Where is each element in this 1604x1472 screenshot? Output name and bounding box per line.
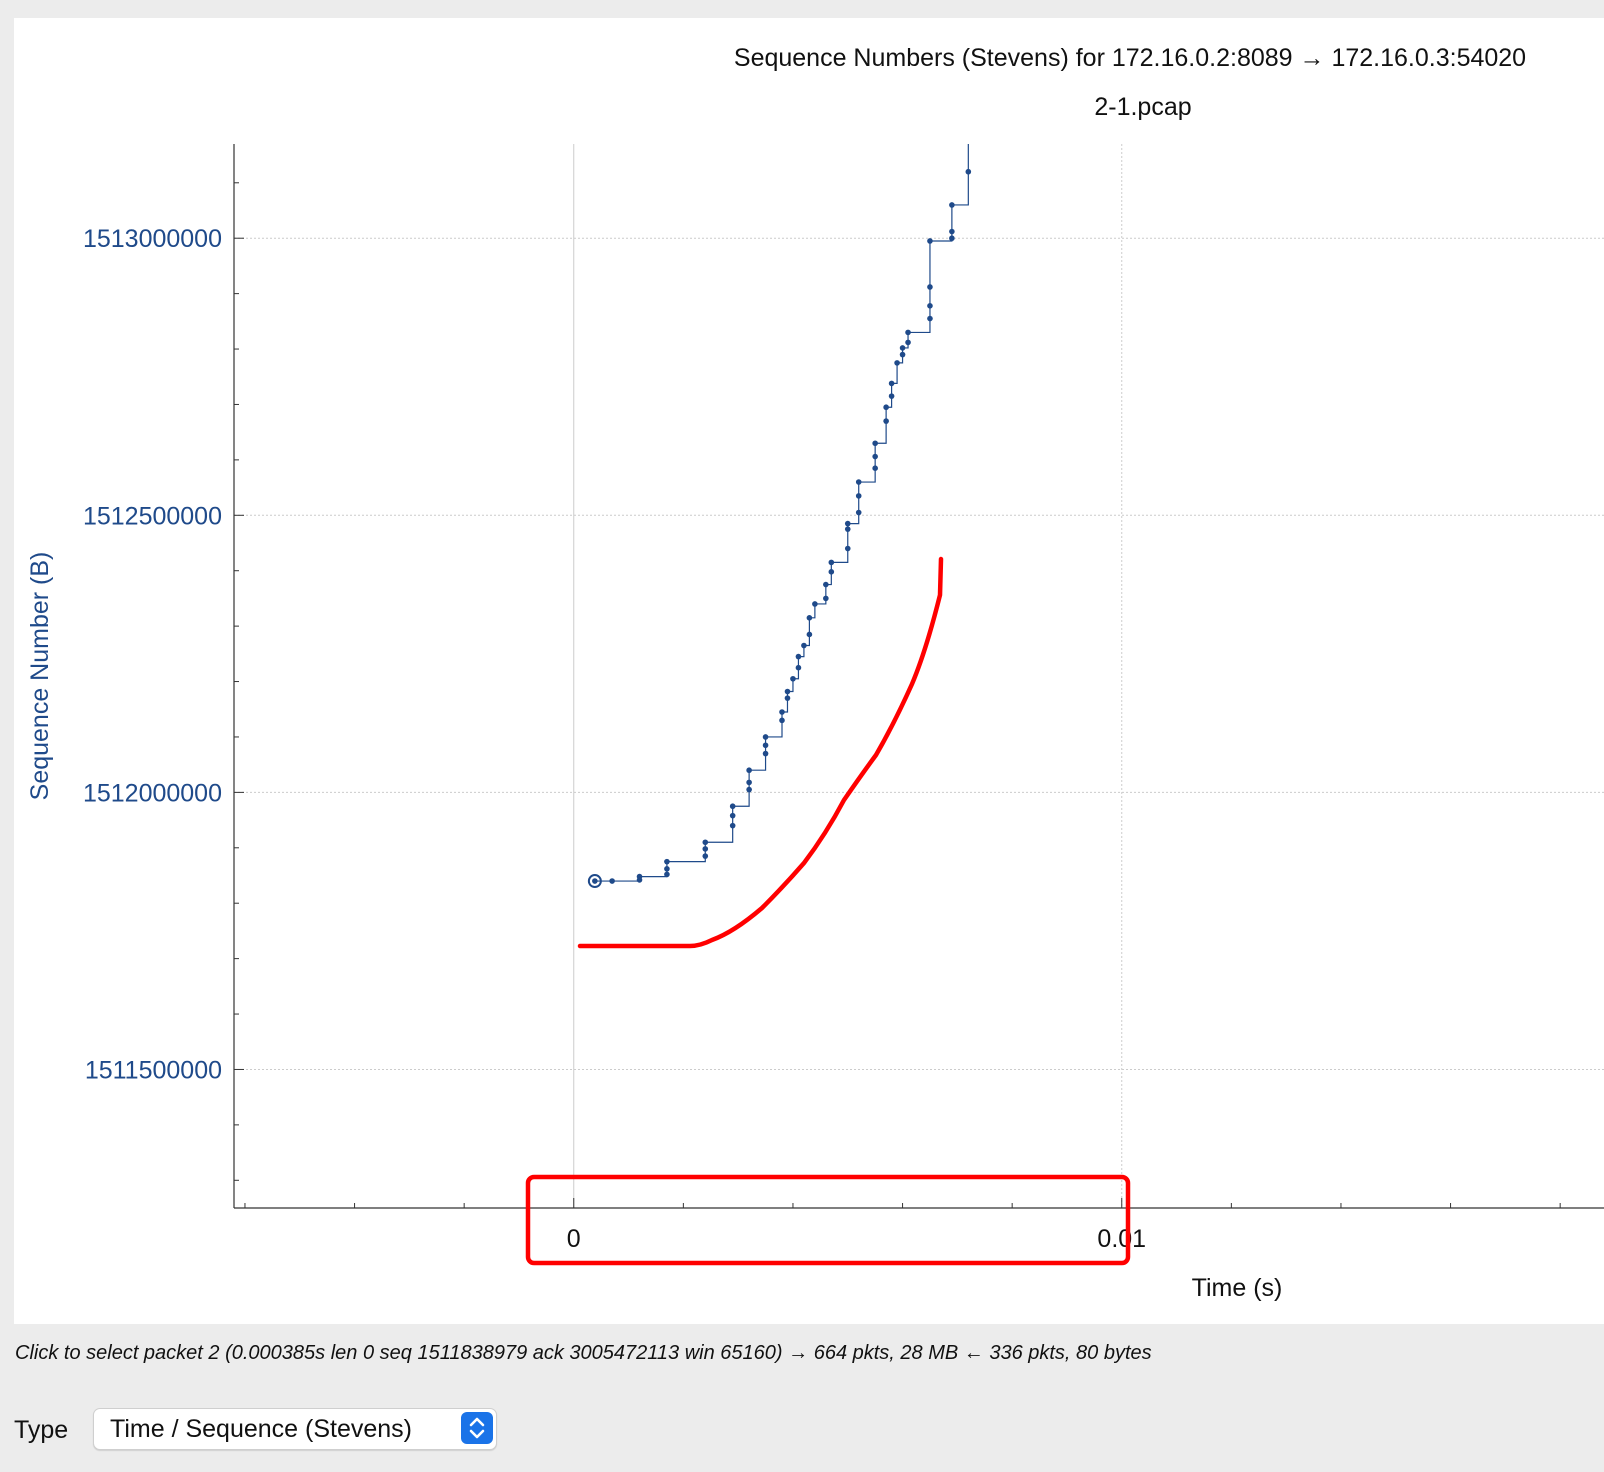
sequence-chart[interactable]: Sequence Numbers (Stevens) for 172.16.0.… — [14, 18, 1604, 1324]
data-point — [949, 235, 955, 242]
data-point — [762, 742, 769, 749]
data-point — [729, 803, 736, 810]
data-point — [949, 228, 955, 235]
data-point — [664, 866, 670, 872]
data-point — [784, 688, 791, 695]
series-step-line — [594, 144, 969, 882]
data-point — [844, 526, 851, 532]
data-point — [592, 878, 598, 884]
chart-subtitle: 2-1.pcap — [1094, 93, 1191, 121]
data-point — [965, 168, 972, 175]
data-point — [927, 303, 933, 309]
x-tick-label: 0.01 — [1097, 1225, 1146, 1253]
data-point — [746, 767, 752, 774]
y-tick-label: 1513000000 — [83, 225, 222, 253]
data-point — [872, 465, 878, 471]
data-point — [855, 509, 862, 516]
data-point — [664, 871, 670, 878]
x-axis-label: Time (s) — [1192, 1274, 1283, 1302]
data-point — [784, 695, 791, 701]
data-point — [899, 345, 906, 351]
data-point — [795, 653, 802, 660]
data-point — [905, 339, 911, 346]
selected-packet-marker — [587, 874, 602, 889]
data-point — [823, 595, 829, 602]
data-point — [702, 853, 709, 859]
data-point — [927, 284, 933, 290]
data-point — [872, 440, 878, 447]
data-point — [855, 479, 862, 485]
data-point — [844, 545, 851, 552]
data-point — [702, 846, 709, 852]
data-point — [949, 202, 955, 208]
annotation-rectangle — [525, 1174, 1131, 1266]
data-point — [801, 642, 807, 649]
data-point — [828, 569, 835, 575]
data-point — [790, 675, 796, 682]
axes: 0 0.01 1511500000 1512000000 1512500000 15130… — [83, 144, 1604, 1253]
data-point — [762, 750, 769, 757]
data-point — [899, 351, 906, 358]
data-point — [609, 878, 615, 884]
data-point — [779, 717, 785, 724]
grid-lines — [234, 144, 1604, 1208]
data-point — [883, 418, 889, 424]
data-point — [823, 581, 829, 588]
data-point — [855, 493, 862, 499]
data-point — [636, 873, 643, 880]
y-tick-label: 1511500000 — [85, 1056, 222, 1084]
data-point — [888, 393, 895, 399]
data-point — [729, 812, 736, 819]
annotation-curve — [577, 556, 944, 949]
series-sequence[interactable] — [587, 144, 972, 889]
data-point — [779, 709, 785, 715]
chart-title: Sequence Numbers (Stevens) for 172.16.0.… — [734, 44, 1526, 72]
data-point — [905, 329, 911, 336]
chevron-up-down-icon[interactable] — [461, 1412, 493, 1444]
plot-panel[interactable]: Sequence Numbers (Stevens) for 172.16.0.… — [14, 18, 1604, 1324]
data-point — [746, 786, 752, 793]
type-select[interactable]: Time / Sequence (Stevens) — [93, 1408, 497, 1450]
annotation-layer — [525, 556, 1131, 1266]
data-point — [888, 380, 895, 387]
data-point — [795, 664, 802, 671]
data-point — [806, 631, 813, 638]
y-tick-label: 1512000000 — [83, 779, 222, 807]
data-point — [806, 615, 813, 621]
data-point — [927, 315, 933, 322]
data-point — [812, 601, 818, 607]
data-point — [927, 238, 933, 244]
data-point — [746, 779, 752, 786]
data-point — [729, 822, 736, 829]
y-axis-label: Sequence Number (B) — [26, 552, 54, 801]
type-label: Type — [14, 1416, 69, 1444]
data-point — [762, 734, 769, 740]
data-point — [872, 453, 878, 460]
data-point — [664, 858, 670, 865]
data-point — [883, 404, 889, 411]
y-tick-label: 1512500000 — [83, 502, 222, 530]
x-tick-label: 0 — [567, 1225, 581, 1253]
data-point — [702, 839, 709, 846]
data-point — [828, 559, 835, 566]
data-point — [844, 520, 851, 527]
status-bar-text: Click to select packet 2 (0.000385s len … — [15, 1342, 1152, 1364]
type-select-value: Time / Sequence (Stevens) — [110, 1415, 412, 1443]
data-point — [894, 360, 900, 366]
